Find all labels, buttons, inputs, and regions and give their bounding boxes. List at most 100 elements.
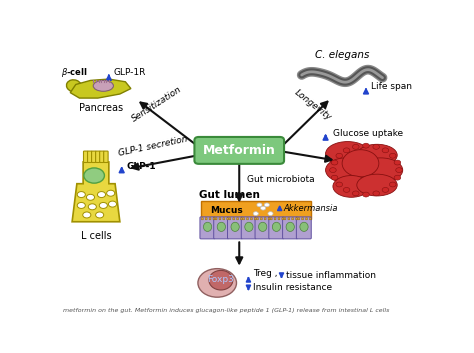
Ellipse shape — [93, 80, 113, 91]
Ellipse shape — [66, 80, 82, 92]
FancyBboxPatch shape — [269, 217, 284, 239]
Circle shape — [329, 168, 336, 173]
Ellipse shape — [342, 150, 379, 177]
Circle shape — [336, 182, 343, 187]
Text: $\beta$-cell: $\beta$-cell — [61, 66, 87, 79]
FancyBboxPatch shape — [201, 201, 311, 219]
FancyBboxPatch shape — [209, 218, 211, 220]
Circle shape — [261, 206, 266, 210]
FancyBboxPatch shape — [240, 218, 242, 220]
Circle shape — [88, 204, 96, 210]
FancyBboxPatch shape — [96, 151, 100, 162]
FancyBboxPatch shape — [282, 218, 284, 220]
Ellipse shape — [300, 222, 308, 232]
FancyBboxPatch shape — [296, 217, 311, 239]
Text: Insulin resistance: Insulin resistance — [253, 283, 332, 292]
Circle shape — [83, 212, 91, 218]
FancyBboxPatch shape — [250, 218, 252, 220]
Polygon shape — [72, 162, 120, 222]
FancyBboxPatch shape — [260, 218, 262, 220]
FancyBboxPatch shape — [88, 151, 92, 162]
Circle shape — [394, 160, 401, 165]
Circle shape — [96, 212, 104, 218]
FancyBboxPatch shape — [194, 137, 284, 164]
Circle shape — [390, 153, 396, 158]
FancyBboxPatch shape — [284, 218, 286, 220]
Circle shape — [107, 190, 115, 196]
Text: GLP-1: GLP-1 — [126, 162, 156, 171]
Circle shape — [363, 192, 369, 197]
FancyBboxPatch shape — [296, 218, 298, 220]
Circle shape — [253, 212, 258, 215]
Ellipse shape — [203, 222, 212, 232]
Text: metformin on the gut. Metformin induces glucagon-like peptide 1 (GLP-1) release : metformin on the gut. Metformin induces … — [63, 308, 389, 313]
FancyBboxPatch shape — [215, 218, 217, 220]
FancyBboxPatch shape — [268, 218, 270, 220]
FancyBboxPatch shape — [278, 218, 280, 220]
Text: Mucus: Mucus — [210, 206, 243, 215]
Circle shape — [382, 148, 389, 153]
FancyBboxPatch shape — [270, 218, 272, 220]
Circle shape — [353, 144, 359, 149]
Text: Pancreas: Pancreas — [80, 103, 124, 113]
Text: Glucose uptake: Glucose uptake — [333, 129, 403, 138]
Circle shape — [331, 160, 338, 165]
FancyBboxPatch shape — [246, 218, 248, 220]
Circle shape — [382, 187, 389, 192]
FancyBboxPatch shape — [100, 151, 104, 162]
Text: Foxp3: Foxp3 — [208, 275, 234, 284]
FancyBboxPatch shape — [213, 218, 215, 220]
Ellipse shape — [357, 174, 397, 196]
Ellipse shape — [217, 222, 226, 232]
FancyBboxPatch shape — [214, 217, 228, 239]
FancyBboxPatch shape — [306, 218, 308, 220]
Ellipse shape — [359, 158, 403, 183]
Ellipse shape — [209, 270, 233, 290]
FancyBboxPatch shape — [241, 217, 256, 239]
Circle shape — [257, 203, 262, 207]
FancyBboxPatch shape — [237, 218, 238, 220]
Text: C. elegans: C. elegans — [315, 50, 369, 60]
FancyBboxPatch shape — [292, 218, 293, 220]
Ellipse shape — [272, 222, 281, 232]
Circle shape — [268, 212, 273, 215]
FancyBboxPatch shape — [91, 151, 96, 162]
FancyBboxPatch shape — [229, 218, 231, 220]
FancyBboxPatch shape — [219, 218, 221, 220]
FancyBboxPatch shape — [274, 218, 276, 220]
Ellipse shape — [258, 222, 267, 232]
FancyBboxPatch shape — [301, 218, 303, 220]
FancyBboxPatch shape — [83, 151, 88, 162]
Ellipse shape — [198, 269, 237, 297]
FancyBboxPatch shape — [255, 218, 256, 220]
Circle shape — [109, 201, 117, 207]
Circle shape — [390, 182, 396, 187]
Ellipse shape — [326, 142, 370, 166]
Circle shape — [86, 194, 94, 200]
Text: GLP-1 secretion: GLP-1 secretion — [118, 134, 188, 158]
Circle shape — [396, 168, 402, 173]
Polygon shape — [70, 79, 131, 98]
Ellipse shape — [326, 158, 366, 183]
Circle shape — [373, 144, 380, 149]
Ellipse shape — [245, 222, 253, 232]
FancyBboxPatch shape — [104, 151, 108, 162]
FancyBboxPatch shape — [298, 218, 300, 220]
FancyBboxPatch shape — [201, 218, 203, 220]
Circle shape — [84, 168, 104, 183]
FancyBboxPatch shape — [256, 218, 258, 220]
Text: Metformin: Metformin — [203, 144, 276, 157]
Circle shape — [77, 203, 85, 208]
FancyBboxPatch shape — [288, 218, 290, 220]
Circle shape — [331, 175, 338, 180]
FancyBboxPatch shape — [200, 217, 215, 239]
FancyBboxPatch shape — [255, 217, 270, 239]
FancyBboxPatch shape — [243, 218, 245, 220]
Circle shape — [343, 148, 350, 153]
Circle shape — [373, 191, 380, 196]
Circle shape — [363, 143, 369, 148]
FancyBboxPatch shape — [228, 217, 242, 239]
FancyBboxPatch shape — [310, 218, 311, 220]
FancyBboxPatch shape — [227, 218, 228, 220]
Circle shape — [343, 187, 350, 192]
